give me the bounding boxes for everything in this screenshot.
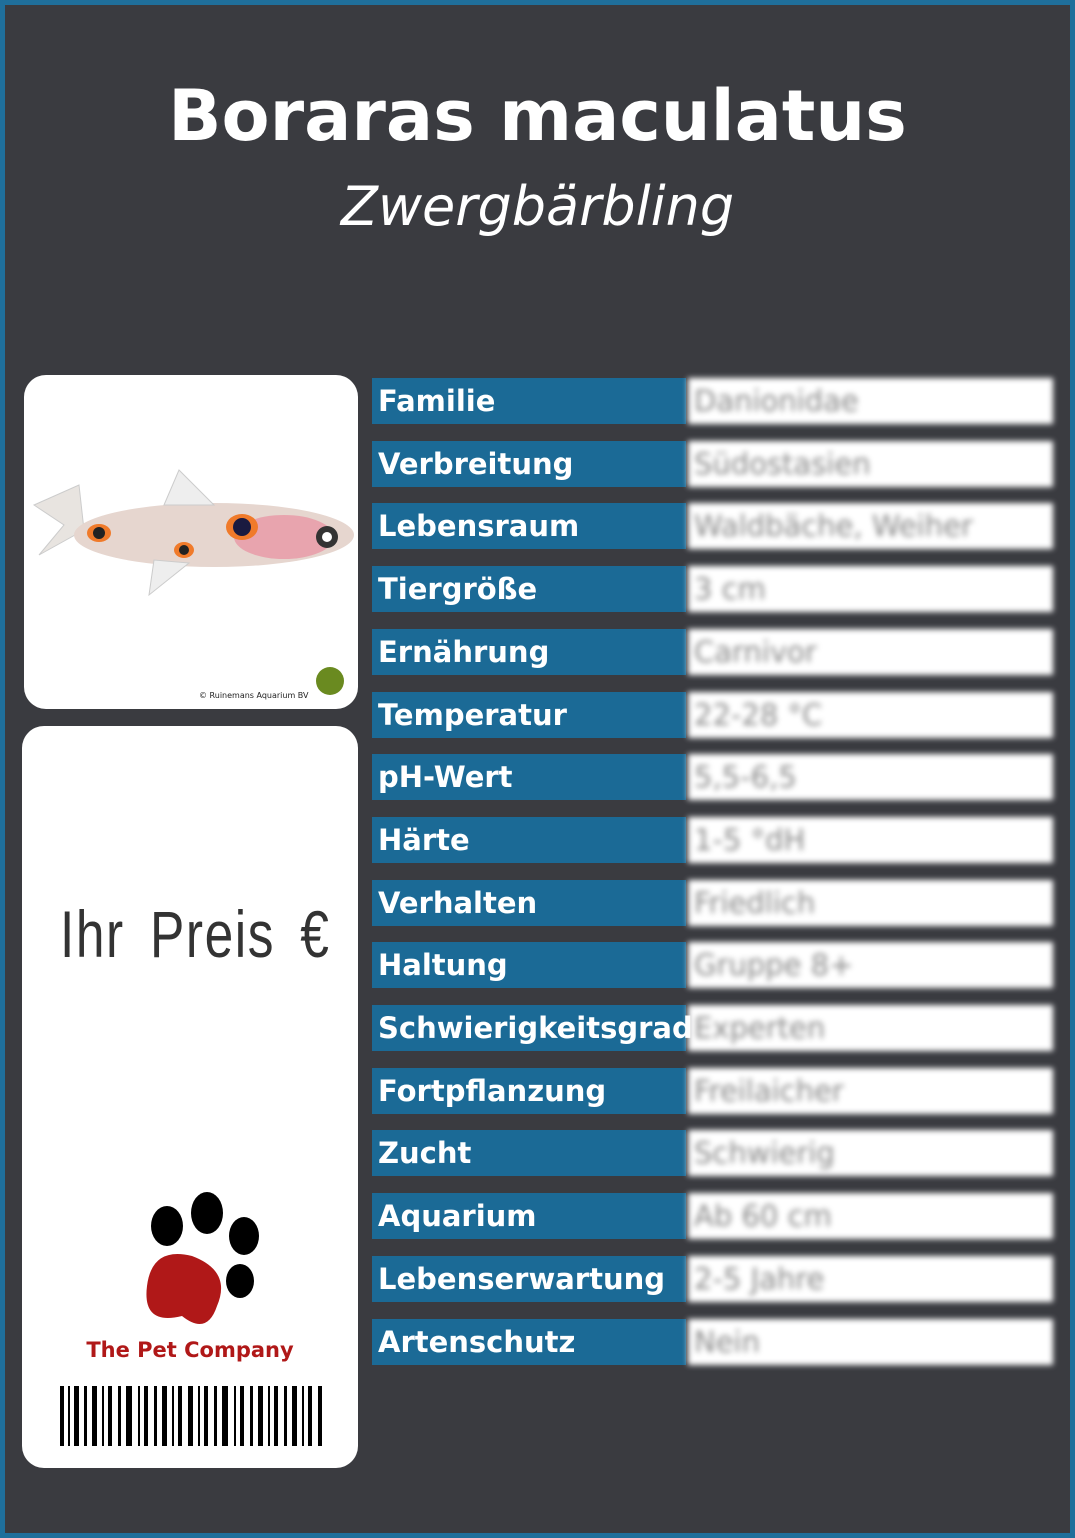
table-row: Fortpflanzung Freilaicher (372, 1067, 1053, 1114)
row-value: Gruppe 8+ (688, 942, 1053, 989)
table-row: Verhalten Friedlich (372, 879, 1053, 926)
price-label: Ihr Preis € (60, 897, 331, 971)
row-value: 3 cm (688, 566, 1053, 613)
image-credit: © Ruinemans Aquarium BV (199, 691, 309, 700)
row-label: Familie (372, 378, 686, 424)
row-value: Ab 60 cm (688, 1193, 1053, 1240)
table-row: Zucht Schwierig (372, 1130, 1053, 1177)
title: Boraras maculatus (168, 75, 907, 157)
row-value: Carnivor (688, 628, 1053, 675)
row-label: pH-Wert (372, 754, 686, 801)
brand-name: The Pet Company (86, 1338, 294, 1362)
row-value: 22-28 °C (688, 691, 1053, 738)
table-row: Artenschutz Nein (372, 1318, 1053, 1365)
row-value: 1-5 °dH (688, 816, 1053, 863)
fish-image (32, 469, 354, 695)
row-label: Härte (372, 816, 686, 863)
row-value: Waldbäche, Weiher (688, 503, 1053, 550)
row-label: Temperatur (372, 691, 686, 738)
table-row: Haltung Gruppe 8+ (372, 942, 1053, 989)
row-value: Freilaicher (688, 1067, 1053, 1114)
table-row: Ernährung Carnivor (372, 628, 1053, 675)
subtitle: Zwergbärbling (340, 175, 735, 238)
row-label: Tiergröße (372, 566, 686, 613)
row-label: Aquarium (372, 1193, 686, 1240)
row-label: Lebensraum (372, 503, 686, 550)
table-row: Härte 1-5 °dH (372, 816, 1053, 863)
row-value: Friedlich (688, 879, 1053, 926)
row-label: Zucht (372, 1130, 686, 1177)
table-row: Temperatur 22-28 °C (372, 691, 1053, 738)
table-row: Familie Danionidae (372, 378, 1053, 424)
row-label: Haltung (372, 942, 686, 989)
row-label: Fortpflanzung (372, 1067, 686, 1114)
price-box: Ihr Preis € The Pet Company (22, 726, 358, 1468)
row-value: Südostasien (688, 440, 1053, 487)
table-row: pH-Wert 5,5-6,5 (372, 754, 1053, 801)
row-label: Schwierigkeitsgrad (372, 1005, 693, 1051)
row-value: Danionidae (688, 378, 1053, 424)
table-row: Aquarium Ab 60 cm (372, 1193, 1053, 1240)
row-value: 2-5 Jahre (688, 1255, 1053, 1302)
row-value: Nein (688, 1318, 1053, 1365)
row-value: Experten (688, 1005, 1053, 1051)
table-row: Lebensraum Waldbäche, Weiher (372, 503, 1053, 550)
row-value: 5,5-6,5 (688, 754, 1053, 801)
row-value: Schwierig (688, 1130, 1053, 1177)
table-row: Tiergröße 3 cm (372, 566, 1053, 613)
table-row: Verbreitung Südostasien (372, 440, 1053, 487)
row-label: Ernährung (372, 628, 686, 675)
row-label: Artenschutz (372, 1318, 686, 1365)
table-row: Lebenserwartung 2-5 Jahre (372, 1255, 1053, 1302)
row-label: Lebenserwartung (372, 1255, 686, 1302)
row-label: Verhalten (372, 879, 686, 926)
image-box: © Ruinemans Aquarium BV (24, 375, 358, 709)
row-label: Verbreitung (372, 440, 686, 487)
table-row: Schwierigkeitsgrad Experten (372, 1005, 1053, 1051)
logo (60, 1192, 322, 1446)
